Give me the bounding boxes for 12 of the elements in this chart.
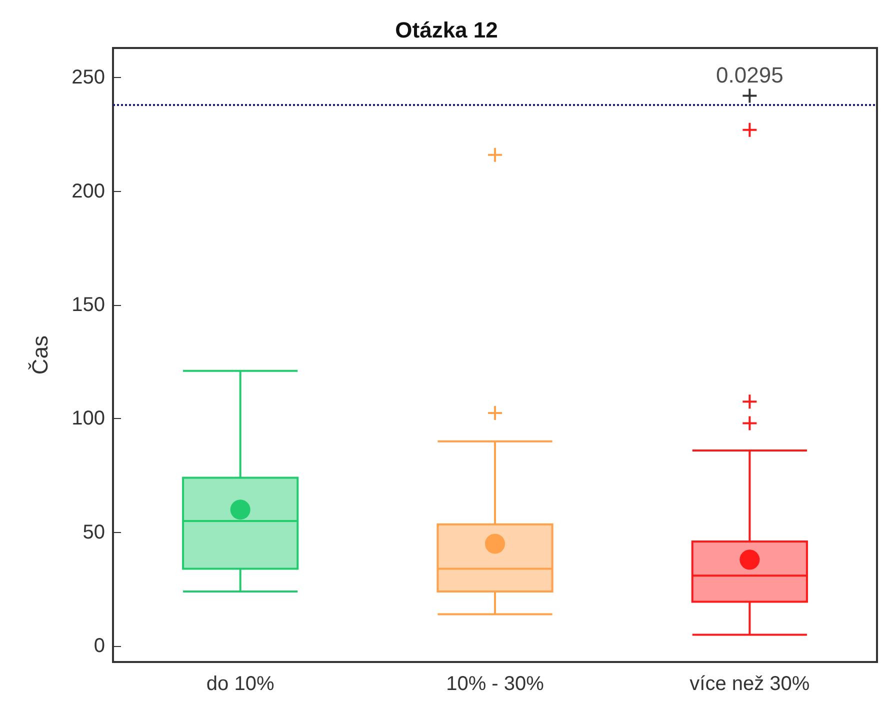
chart-title: Otázka 12 <box>395 18 498 42</box>
y-tick-label: 150 <box>72 294 105 316</box>
y-tick-label: 200 <box>72 180 105 202</box>
y-axis-title: Čas <box>28 335 52 375</box>
x-tick-label: do 10% <box>206 673 274 695</box>
annotation: 0.0295 <box>716 62 784 88</box>
y-tick-label: 50 <box>82 521 105 544</box>
y-tick-label: 0 <box>94 635 105 658</box>
x-tick-label: 10% - 30% <box>446 673 544 695</box>
y-tick-label: 250 <box>72 66 105 89</box>
y-tick-label: 100 <box>72 408 105 430</box>
x-tick-label: více než 30% <box>690 673 810 695</box>
